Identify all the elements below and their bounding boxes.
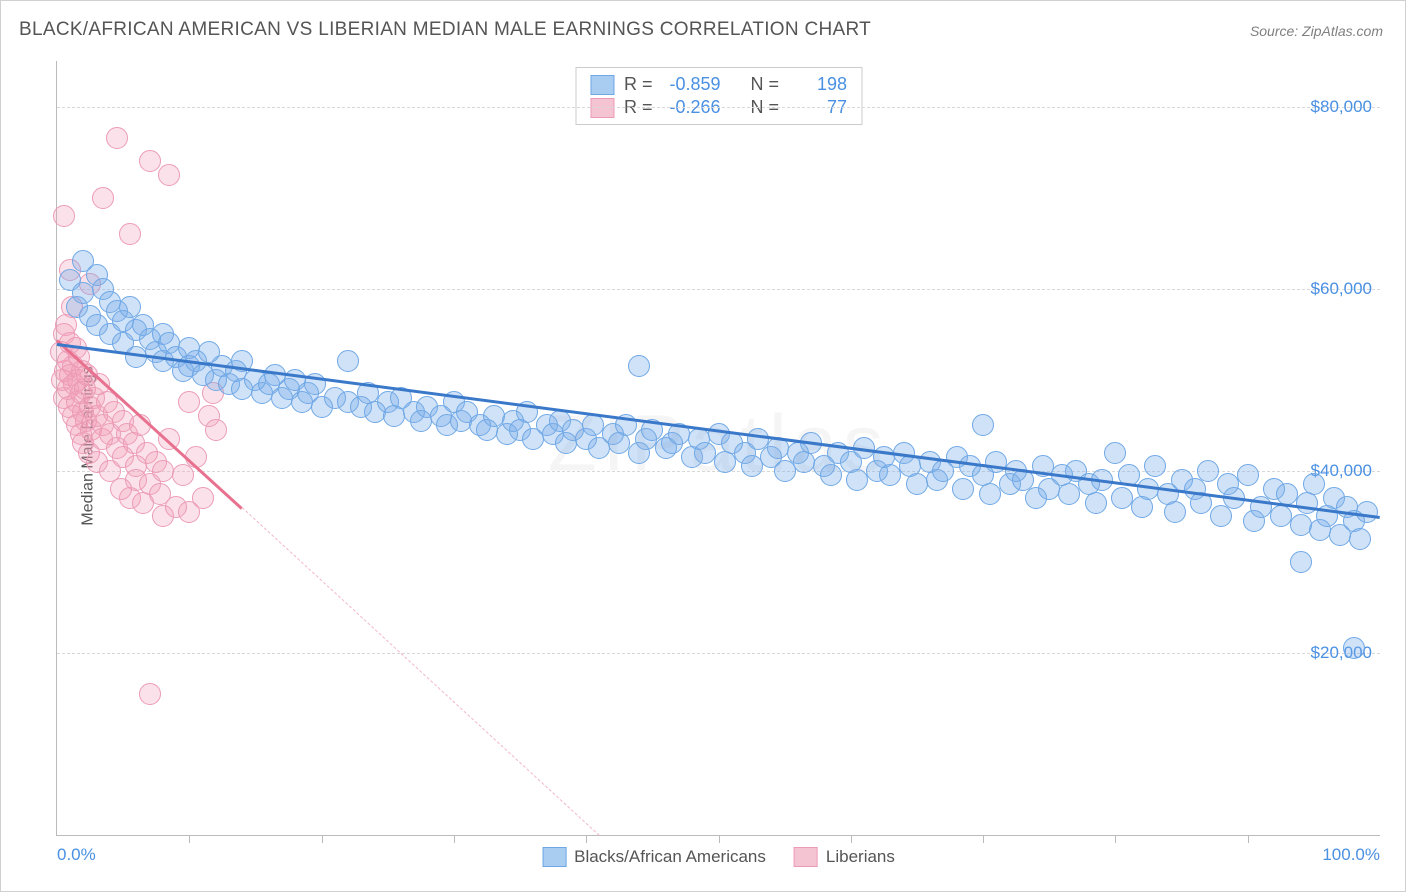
legend-swatch-1 (794, 847, 818, 867)
r-label-0: R = (624, 74, 653, 95)
scatter-point (774, 460, 796, 482)
scatter-point (92, 187, 114, 209)
legend-swatch-0 (542, 847, 566, 867)
trendline-extension (242, 507, 600, 836)
scatter-point (1237, 464, 1259, 486)
scatter-point (158, 164, 180, 186)
scatter-point (979, 483, 1001, 505)
scatter-point (1058, 483, 1080, 505)
gridline-h (57, 653, 1380, 654)
scatter-point (1164, 501, 1186, 523)
chart-title: BLACK/AFRICAN AMERICAN VS LIBERIAN MEDIA… (19, 19, 871, 41)
scatter-point (1276, 483, 1298, 505)
scatter-point (106, 127, 128, 149)
bottom-legend: Blacks/African Americans Liberians (542, 847, 895, 867)
scatter-point (1290, 514, 1312, 536)
x-tick (586, 835, 587, 843)
scatter-point (53, 205, 75, 227)
gridline-h (57, 107, 1380, 108)
scatter-point (119, 223, 141, 245)
scatter-point (582, 414, 604, 436)
legend-label-0: Blacks/African Americans (574, 847, 766, 867)
scatter-point (1356, 501, 1378, 523)
correlation-stats-box: R = -0.859 N = 198 R = -0.266 N = 77 (575, 67, 862, 125)
scatter-point (1210, 505, 1232, 527)
scatter-point (158, 428, 180, 450)
legend-label-1: Liberians (826, 847, 895, 867)
n-label-0: N = (751, 74, 780, 95)
scatter-point (139, 683, 161, 705)
scatter-point (1343, 637, 1365, 659)
scatter-point (846, 469, 868, 491)
scatter-point (139, 150, 161, 172)
scatter-point (1144, 455, 1166, 477)
scatter-point (1349, 528, 1371, 550)
y-tick-label: $60,000 (1311, 279, 1372, 299)
scatter-point (1085, 492, 1107, 514)
legend-item-1: Liberians (794, 847, 895, 867)
scatter-point (192, 487, 214, 509)
gridline-h (57, 289, 1380, 290)
legend-item-0: Blacks/African Americans (542, 847, 766, 867)
stats-row-series-0: R = -0.859 N = 198 (590, 73, 847, 96)
x-tick (719, 835, 720, 843)
x-tick (1115, 835, 1116, 843)
scatter-point (1303, 473, 1325, 495)
x-tick (189, 835, 190, 843)
swatch-series-0 (590, 75, 614, 95)
scatter-point (337, 350, 359, 372)
scatter-point (152, 460, 174, 482)
scatter-point (1111, 487, 1133, 509)
x-tick (322, 835, 323, 843)
scatter-point (906, 473, 928, 495)
chart-container: BLACK/AFRICAN AMERICAN VS LIBERIAN MEDIA… (0, 0, 1406, 892)
scatter-point (820, 464, 842, 486)
source-attribution: Source: ZipAtlas.com (1250, 23, 1383, 39)
scatter-point (879, 464, 901, 486)
scatter-point (628, 355, 650, 377)
scatter-point (1104, 442, 1126, 464)
scatter-point (172, 464, 194, 486)
x-axis-max-label: 100.0% (1322, 845, 1380, 865)
x-tick (454, 835, 455, 843)
scatter-point (972, 414, 994, 436)
trendline (57, 343, 1380, 518)
scatter-point (178, 391, 200, 413)
scatter-point (741, 455, 763, 477)
x-tick (983, 835, 984, 843)
scatter-point (1290, 551, 1312, 573)
plot-area: ZIPatlas R = -0.859 N = 198 R = -0.266 N… (56, 61, 1380, 836)
scatter-point (205, 419, 227, 441)
x-axis-min-label: 0.0% (57, 845, 96, 865)
y-tick-label: $80,000 (1311, 97, 1372, 117)
n-value-0: 198 (789, 74, 847, 95)
scatter-point (1197, 460, 1219, 482)
x-tick (1248, 835, 1249, 843)
scatter-point (1270, 505, 1292, 527)
scatter-point (952, 478, 974, 500)
scatter-point (72, 282, 94, 304)
r-value-0: -0.859 (663, 74, 721, 95)
scatter-point (694, 442, 716, 464)
x-tick (851, 835, 852, 843)
